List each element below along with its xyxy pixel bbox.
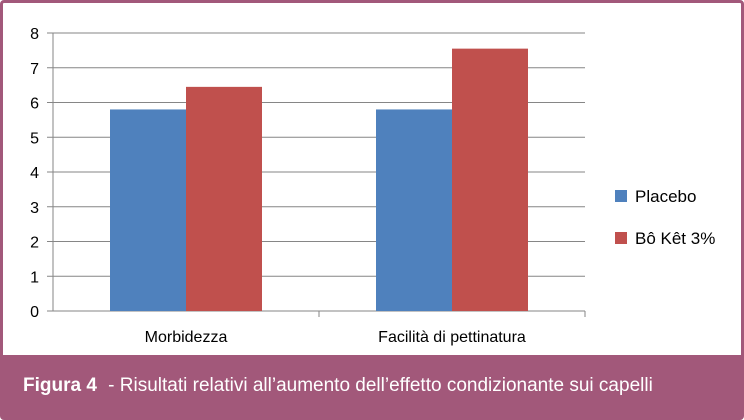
legend-swatch [615,190,627,202]
x-tick-label: Facilità di pettinatura [378,329,526,346]
legend-swatch [615,232,627,244]
bar [452,48,528,311]
y-tick-label: 7 [30,61,39,78]
y-tick-label: 3 [30,200,39,217]
bar [110,109,186,311]
bar [186,86,262,311]
y-tick-label: 0 [30,304,39,321]
legend-label: Bô Kêt 3% [635,229,715,248]
y-tick-label: 4 [30,165,39,182]
y-tick-label: 2 [30,235,39,252]
legend-label: Placebo [635,187,696,206]
caption-label: Figura 4 [23,375,97,396]
x-tick-label: Morbidezza [145,329,228,346]
y-tick-label: 1 [30,269,39,286]
y-tick-label: 5 [30,130,39,147]
bar [376,109,452,311]
y-tick-label: 8 [30,26,39,43]
figure-caption: Figura 4 - Risultati relativi all’aument… [3,355,741,417]
caption-text: Risultati relativi all’aumento dell’effe… [119,375,653,396]
caption-separator: - [102,375,120,396]
y-tick-label: 6 [30,96,39,113]
bar-chart: 0 1 2 3 4 5 6 7 8 Morbidezza Facilità di pettinatu… [30,26,715,346]
